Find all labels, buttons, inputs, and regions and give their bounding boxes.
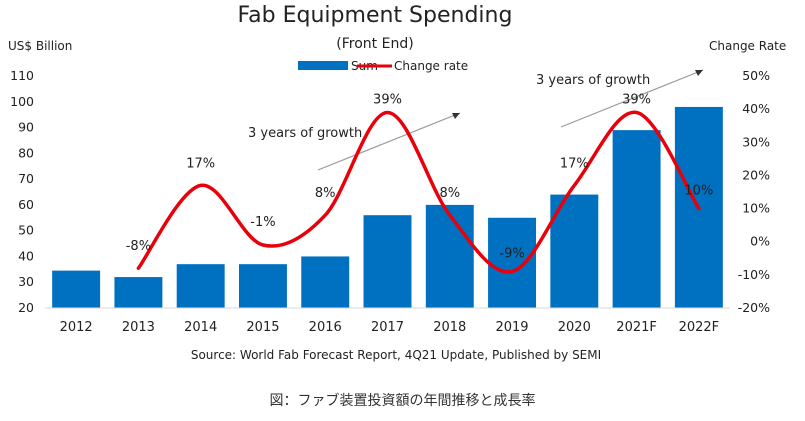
category-label: 2019 (495, 320, 528, 335)
left-axis-label: US$ Billion (8, 39, 72, 53)
change-rate-label: 17% (186, 156, 215, 171)
bar-2017 (363, 215, 412, 308)
growth-arrow-1 (317, 112, 461, 171)
fab-equipment-chart: Fab Equipment Spending (Front End) US$ B… (8, 3, 786, 362)
left-tick-label: 50 (18, 223, 34, 238)
category-label: 2017 (371, 320, 404, 335)
chart-title: Fab Equipment Spending (238, 3, 513, 28)
category-label: 2022F (679, 320, 720, 335)
legend-sum-swatch (298, 61, 348, 70)
right-tick-label: -20% (738, 300, 770, 315)
left-tick-label: 40 (18, 248, 34, 263)
category-labels: 2012 2013 2014 2015 2016 2017 2018 2019 2020 2021… (60, 320, 720, 335)
left-axis-ticks: 20 30 40 50 60 70 80 90 100 110 (10, 68, 34, 315)
right-tick-label: 50% (742, 68, 770, 83)
change-rate-label: 10% (684, 184, 713, 199)
bar-2019 (488, 217, 537, 308)
bars (52, 106, 723, 308)
right-axis-ticks: -20% -10% 0% 10% 20% 30% 40% 50% (738, 68, 770, 315)
bar-2021F (612, 130, 661, 308)
growth-annotation-1: 3 years of growth (248, 126, 362, 141)
category-label: 2021F (616, 320, 657, 335)
change-rate-label: -9% (499, 247, 524, 262)
change-rate-label: 8% (439, 186, 460, 201)
right-tick-label: -10% (738, 267, 770, 282)
change-rate-label: 39% (373, 92, 402, 107)
category-label: 2020 (558, 320, 591, 335)
left-tick-label: 110 (10, 68, 34, 83)
right-tick-label: 10% (742, 201, 770, 216)
bar-2012 (52, 270, 101, 308)
change-rate-label: 39% (622, 92, 651, 107)
change-rate-label: -8% (126, 239, 151, 254)
change-rate-line (136, 110, 701, 274)
bar-2014 (176, 264, 225, 308)
right-tick-label: 30% (742, 134, 770, 149)
category-label: 2015 (246, 320, 279, 335)
chart-subtitle: (Front End) (336, 36, 413, 52)
left-tick-label: 20 (18, 300, 34, 315)
growth-annotation-2: 3 years of growth (536, 73, 650, 88)
left-tick-label: 30 (18, 274, 34, 289)
category-label: 2012 (60, 320, 93, 335)
bar-2013 (114, 277, 163, 308)
change-rate-label: 17% (560, 156, 589, 171)
right-tick-label: 40% (742, 101, 770, 116)
change-rate-label: 8% (315, 186, 336, 201)
right-axis-label: Change Rate (709, 39, 786, 53)
figure-caption: 図：ファブ装置投資額の年間推移と成長率 (269, 393, 536, 409)
left-tick-label: 90 (18, 120, 34, 135)
change-rate-labels: -8% 17% -1% 8% 39% 8% -9% 17% 39% 10% (126, 92, 714, 261)
left-tick-label: 80 (18, 145, 34, 160)
bar-2018 (425, 204, 474, 308)
left-tick-label: 60 (18, 197, 34, 212)
source-note: Source: World Fab Forecast Report, 4Q21 … (191, 348, 601, 362)
left-tick-label: 70 (18, 171, 34, 186)
category-label: 2018 (433, 320, 466, 335)
growth-arrow-2 (560, 69, 704, 128)
legend: Sum Change rate (298, 59, 468, 73)
category-label: 2016 (309, 320, 342, 335)
bar-2015 (238, 264, 287, 308)
right-tick-label: 20% (742, 167, 770, 182)
growth-arrowhead-1 (452, 113, 460, 119)
category-label: 2013 (122, 320, 155, 335)
bar-2016 (301, 256, 350, 308)
category-label: 2014 (184, 320, 217, 335)
legend-rate-label: Change rate (394, 59, 468, 73)
growth-arrowhead-2 (695, 70, 703, 76)
change-rate-label: -1% (250, 215, 275, 230)
left-tick-label: 100 (10, 94, 34, 109)
right-tick-label: 0% (750, 234, 770, 249)
